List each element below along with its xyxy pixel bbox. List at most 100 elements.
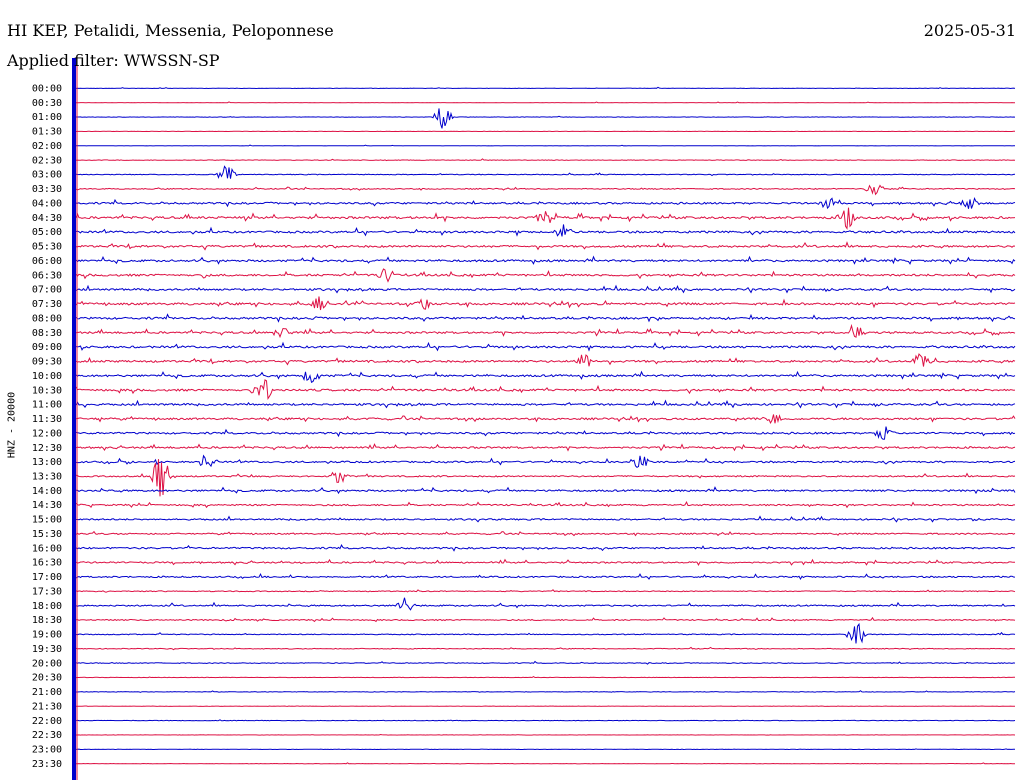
trace-1100 [75, 399, 1016, 409]
row-label-0930: 09:30 [32, 357, 62, 368]
trace-1930 [75, 646, 1016, 651]
trace-1000 [75, 370, 1016, 384]
trace-0830 [75, 323, 1016, 339]
trace-1500 [76, 515, 1016, 523]
row-label-1330: 13:30 [32, 472, 62, 483]
row-label-1930: 19:30 [32, 644, 62, 655]
trace-0030 [76, 101, 1015, 104]
row-label-2230: 22:30 [32, 730, 62, 741]
row-label-0400: 04:00 [32, 199, 62, 210]
trace-0700 [75, 284, 1016, 294]
trace-0200 [75, 144, 1016, 147]
row-label-0530: 05:30 [32, 242, 62, 253]
row-label-1000: 10:00 [32, 371, 62, 382]
row-label-0900: 09:00 [32, 342, 62, 353]
trace-0230 [75, 158, 1016, 162]
row-label-1700: 17:00 [32, 572, 62, 583]
trace-2300 [75, 748, 1016, 751]
trace-0300 [75, 165, 1016, 180]
trace-1030 [75, 379, 1016, 400]
trace-0330 [75, 184, 1016, 196]
trace-1800 [75, 597, 1016, 611]
trace-0630 [75, 268, 1016, 283]
trace-1230 [75, 443, 1016, 452]
row-label-2100: 21:00 [32, 687, 62, 698]
trace-1200 [75, 426, 1016, 440]
trace-1730 [75, 589, 1016, 593]
trace-2100 [76, 690, 1016, 693]
row-label-1400: 14:00 [32, 486, 62, 497]
trace-0930 [75, 353, 1016, 367]
row-label-0100: 01:00 [32, 112, 62, 123]
row-label-0730: 07:30 [32, 299, 62, 310]
filter-label: Applied filter: WWSSN-SP [7, 51, 220, 70]
trace-1430 [75, 500, 1015, 509]
row-label-2200: 22:00 [32, 716, 62, 727]
row-label-1200: 12:00 [32, 428, 62, 439]
row-label-0830: 08:30 [32, 328, 62, 339]
row-label-0130: 01:30 [32, 127, 62, 138]
row-label-1800: 18:00 [32, 601, 62, 612]
trace-1700 [75, 572, 1016, 581]
trace-1830 [75, 616, 1016, 623]
trace-2000 [75, 660, 1016, 665]
row-label-1030: 10:30 [32, 385, 62, 396]
trace-0500 [75, 224, 1016, 237]
row-label-0000: 00:00 [32, 84, 62, 95]
row-label-2130: 21:30 [32, 701, 62, 712]
row-label-0430: 04:30 [32, 213, 62, 224]
time-row-labels: 00:00 00:30 01:00 01:30 02:00 02:30 03:00 03:30… [32, 84, 62, 770]
row-label-2300: 23:00 [32, 745, 62, 756]
row-label-1530: 15:30 [32, 529, 62, 540]
trace-0430 [75, 207, 1016, 230]
trace-0800 [75, 313, 1016, 323]
trace-0730 [75, 296, 1016, 311]
row-label-0330: 03:30 [32, 184, 62, 195]
helicorder-traces [75, 86, 1016, 765]
trace-0100 [76, 108, 1016, 129]
row-label-1600: 16:00 [32, 543, 62, 554]
trace-2330 [75, 762, 1016, 765]
trace-1600 [75, 544, 1016, 552]
trace-1900 [75, 622, 1016, 644]
station-title: HI KEP, Petalidi, Messenia, Peloponnese [7, 21, 334, 40]
y-axis-label: HNZ - 20000 [6, 391, 18, 459]
row-label-0630: 06:30 [32, 270, 62, 281]
row-label-2330: 23:30 [32, 759, 62, 770]
trace-1300 [75, 454, 1016, 469]
trace-2230 [76, 733, 1016, 736]
row-label-0700: 07:00 [32, 285, 62, 296]
row-label-0230: 02:30 [32, 155, 62, 166]
trace-1400 [76, 486, 1016, 495]
row-label-0300: 03:00 [32, 170, 62, 181]
row-label-0030: 00:30 [32, 98, 62, 109]
row-label-2030: 20:30 [32, 673, 62, 684]
row-label-1230: 12:30 [32, 443, 62, 454]
row-label-0600: 06:00 [32, 256, 62, 267]
row-label-1730: 17:30 [32, 587, 62, 598]
date-label: 2025-05-31 [923, 21, 1016, 40]
row-label-1900: 19:00 [32, 630, 62, 641]
trace-0400 [75, 196, 1016, 210]
row-label-1130: 11:30 [32, 414, 62, 425]
trace-0530 [75, 241, 1016, 251]
row-label-0800: 08:00 [32, 313, 62, 324]
trace-1630 [75, 558, 1016, 566]
row-label-1430: 14:30 [32, 500, 62, 511]
row-label-1300: 13:00 [32, 457, 62, 468]
row-label-1830: 18:30 [32, 615, 62, 626]
trace-0000 [75, 86, 1016, 90]
trace-0900 [75, 341, 1016, 352]
trace-0600 [75, 255, 1016, 265]
row-label-1100: 11:00 [32, 400, 62, 411]
trace-1330 [75, 459, 1016, 497]
trace-1530 [75, 530, 1016, 537]
row-label-0500: 05:00 [32, 227, 62, 238]
row-label-0200: 02:00 [32, 141, 62, 152]
trace-2030 [75, 676, 1015, 679]
row-label-2000: 20:00 [32, 658, 62, 669]
row-label-1630: 16:30 [32, 558, 62, 569]
left-axis-band [72, 58, 78, 780]
trace-1130 [75, 414, 1016, 424]
